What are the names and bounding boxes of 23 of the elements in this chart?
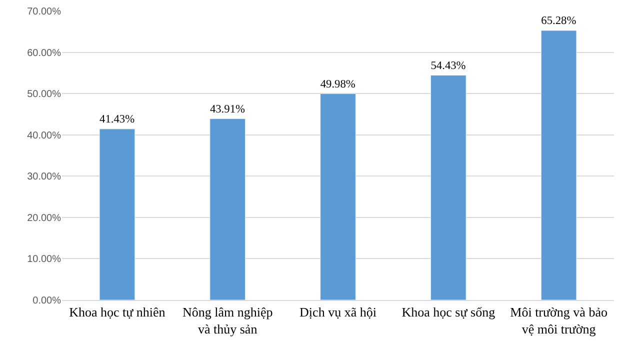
- data-label: 49.98%: [320, 78, 356, 90]
- bar: [320, 93, 356, 300]
- data-label: 65.28%: [541, 15, 577, 28]
- y-tick-label: 0.00%: [32, 296, 62, 306]
- y-tick-label: 70.00%: [27, 6, 62, 18]
- y-tick-label: 60.00%: [27, 48, 62, 59]
- x-tick-label: Môi trường và bảo vệ môi trường: [510, 304, 608, 336]
- x-tick-label: Dịch vụ xã hội: [300, 304, 377, 320]
- y-tick-label: 20.00%: [27, 212, 62, 224]
- data-label: 43.91%: [210, 103, 246, 116]
- bar: [540, 30, 577, 300]
- y-tick-label: 50.00%: [27, 89, 62, 100]
- y-tick-label: 30.00%: [27, 172, 62, 183]
- y-tick-label: 10.00%: [27, 254, 62, 266]
- bar: [430, 75, 466, 300]
- x-tick-label: Nông lâm nghiệp và thủy sản: [182, 304, 273, 336]
- data-label: 54.43%: [430, 60, 466, 72]
- data-label: 41.43%: [100, 114, 136, 126]
- x-tick-label: Khoa học tự nhiên: [69, 304, 166, 320]
- bar: [210, 118, 246, 300]
- x-tick-label: Khoa học sự sống: [402, 304, 496, 320]
- bar: [99, 128, 136, 300]
- y-tick-label: 40.00%: [27, 130, 62, 142]
